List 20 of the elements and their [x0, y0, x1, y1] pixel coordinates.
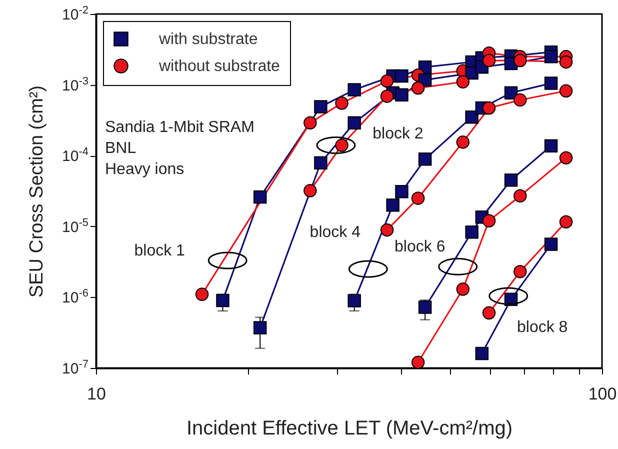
y-tick-label: 10$^{-2}$ — [62, 4, 88, 24]
annotation: Heavy ions — [105, 161, 184, 178]
y-tick-label: 10$^{-7}$ — [62, 358, 88, 378]
y-axis-title: SEU Cross Section (cm²) — [26, 85, 48, 298]
x-tick-label: 100 — [588, 384, 617, 404]
annotation: block 1 — [134, 242, 186, 260]
y-tick-label: 10$^{-3}$ — [62, 75, 88, 94]
annotation: Sandia 1-Mbit SRAM — [105, 119, 254, 136]
legend-label: with substrate — [158, 31, 258, 48]
annotation: block 6 — [394, 238, 446, 256]
y-tick-label: 10$^{-6}$ — [62, 288, 88, 307]
y-tick-label: 10$^{-5}$ — [62, 216, 88, 236]
y-tick-label: 10$^{-4}$ — [62, 146, 88, 166]
annotation: block 8 — [516, 318, 568, 336]
legend-label: without substrate — [158, 58, 280, 75]
annotation: BNL — [105, 140, 136, 157]
annotation: block 2 — [372, 125, 424, 142]
annotation: block 4 — [310, 224, 361, 242]
x-axis-title: Incident Effective LET (MeV-cm²/mg) — [186, 418, 513, 440]
x-tick-label: 10 — [87, 384, 106, 404]
